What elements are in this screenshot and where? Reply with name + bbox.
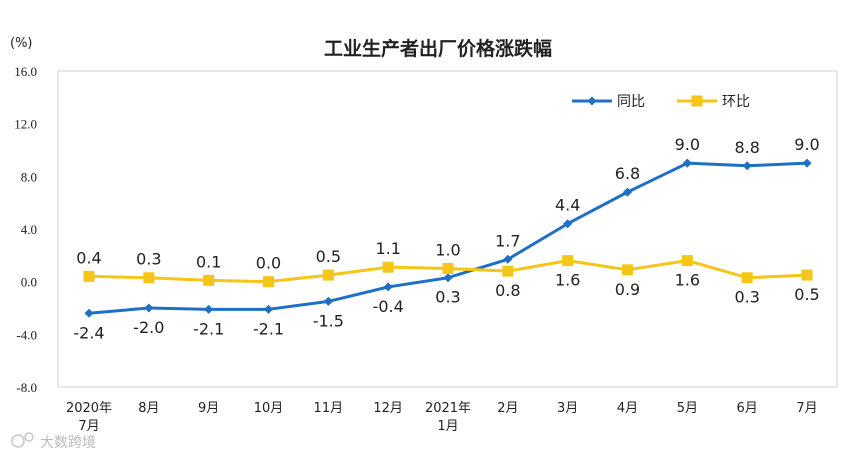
data-point xyxy=(383,282,393,292)
data-label: 0.8 xyxy=(495,281,520,300)
data-point xyxy=(84,308,94,318)
data-point xyxy=(802,158,812,168)
legend: 同比 环比 xyxy=(572,94,750,110)
chart-title: 工业生产者出厂价格涨跌幅 xyxy=(324,37,552,60)
data-label: 4.4 xyxy=(555,196,580,215)
y-axis: 16.0 12.0 8.0 4.0 0.0 -4.0 -8.0 xyxy=(14,64,37,395)
data-point xyxy=(801,269,813,281)
data-point xyxy=(83,270,95,282)
data-label: -2.1 xyxy=(253,319,284,338)
plot-area xyxy=(57,70,838,388)
data-label: 0.1 xyxy=(196,252,221,271)
data-point xyxy=(323,296,333,306)
data-point xyxy=(322,269,334,281)
data-point xyxy=(562,255,574,267)
x-tick-label: 1月 xyxy=(437,419,458,434)
data-label: 1.1 xyxy=(375,239,400,258)
data-point xyxy=(503,254,513,264)
data-label: 6.8 xyxy=(615,164,640,183)
data-label: -2.0 xyxy=(133,318,164,337)
y-tick-label: 0.0 xyxy=(21,275,37,290)
data-label: 0.3 xyxy=(734,288,759,307)
x-tick-label: 9月 xyxy=(198,401,219,416)
x-tick-label: 2月 xyxy=(497,401,518,416)
data-label: 0.4 xyxy=(76,248,101,267)
legend-marker xyxy=(691,95,703,107)
x-tick-label: 2020年 xyxy=(66,401,112,416)
data-label: 0.5 xyxy=(794,285,819,304)
data-label: 0.3 xyxy=(136,250,161,269)
data-point xyxy=(742,161,752,171)
data-label: -2.1 xyxy=(193,319,224,338)
x-axis: 2020年 7月 8月 9月 10月 11月 12月 2021年 1月 2月 3月 4月 5月 6月 7月 xyxy=(66,401,818,434)
x-tick-label: 6月 xyxy=(737,401,758,416)
x-tick-label: 11月 xyxy=(314,401,344,416)
x-tick-label: 10月 xyxy=(254,401,284,416)
data-point xyxy=(563,219,573,229)
y-unit-label: (%) xyxy=(10,36,33,51)
data-label: -2.4 xyxy=(73,323,104,342)
x-tick-label: 8月 xyxy=(138,401,159,416)
data-point xyxy=(681,255,693,267)
y-tick-label: -8.0 xyxy=(16,380,37,395)
y-tick-label: 8.0 xyxy=(21,169,37,184)
data-label: 1.6 xyxy=(675,271,700,290)
x-tick-label: 7月 xyxy=(796,401,817,416)
data-point xyxy=(264,304,273,314)
data-label: 8.8 xyxy=(734,138,759,157)
data-point xyxy=(443,273,453,283)
data-label: 1.0 xyxy=(435,241,460,260)
y-tick-label: -4.0 xyxy=(16,327,37,342)
data-point xyxy=(204,304,214,314)
x-tick-label: 2021年 xyxy=(425,401,471,416)
y-tick-label: 16.0 xyxy=(14,64,37,79)
data-point xyxy=(502,265,514,277)
data-label: 0.0 xyxy=(256,254,281,273)
data-point xyxy=(442,263,454,274)
data-point xyxy=(143,272,155,284)
data-label: -0.4 xyxy=(373,297,404,316)
x-tick-label: 3月 xyxy=(557,401,578,416)
data-label: 9.0 xyxy=(794,135,819,154)
data-label: 1.6 xyxy=(555,271,580,290)
watermark-text: 大数跨境 xyxy=(40,435,96,451)
data-point xyxy=(263,276,274,288)
x-tick-label: 5月 xyxy=(677,401,698,416)
data-label: 1.7 xyxy=(495,231,520,250)
legend-label: 环比 xyxy=(722,94,750,110)
x-tick-label: 4月 xyxy=(617,401,638,416)
y-tick-label: 12.0 xyxy=(14,117,37,132)
data-point xyxy=(682,158,692,168)
watermark: 大数跨境 xyxy=(11,432,96,451)
data-label: 9.0 xyxy=(675,135,700,154)
data-label: 0.3 xyxy=(435,288,460,307)
data-point xyxy=(382,261,394,273)
x-tick-label: 12月 xyxy=(373,401,403,416)
data-point xyxy=(741,272,753,284)
data-point xyxy=(622,264,633,276)
data-label: 0.9 xyxy=(615,280,640,299)
data-label: -1.5 xyxy=(313,311,344,330)
data-labels: -2.4 -2.0 -2.1 -2.1 -1.5 -0.4 0.3 1.7 4.4 6.8 9.0 8… xyxy=(73,135,819,342)
legend-marker xyxy=(587,96,597,106)
data-point xyxy=(203,274,215,286)
data-point xyxy=(623,187,632,197)
y-tick-label: 4.0 xyxy=(21,222,37,237)
series-markers xyxy=(83,158,813,318)
watermark-logo-icon-dot xyxy=(24,432,34,442)
data-label: 0.5 xyxy=(316,247,341,266)
data-point xyxy=(144,303,154,313)
watermark-logo-icon xyxy=(11,434,25,448)
legend-label: 同比 xyxy=(617,94,645,110)
x-tick-label: 7月 xyxy=(78,419,99,434)
